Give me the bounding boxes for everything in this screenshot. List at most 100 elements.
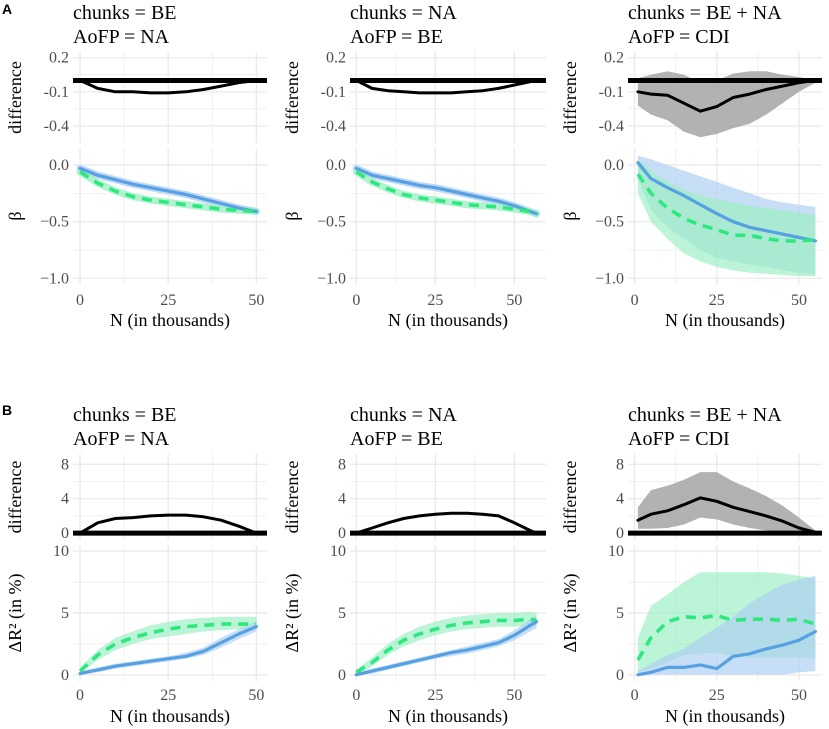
panel-label-a: A bbox=[2, 1, 12, 17]
difference-y-tick-label: -0.1 bbox=[44, 84, 69, 101]
delta_r2-y-tick-label: 10 bbox=[53, 543, 69, 560]
beta-y-tick-label: −0.5 bbox=[40, 214, 69, 231]
strip-title-chunks: chunks = BE + NA bbox=[628, 404, 782, 426]
difference-y-tick-label: -0.4 bbox=[599, 118, 624, 135]
strip-title-aofp: AoFP = NA bbox=[73, 26, 170, 48]
beta-y-tick-label: 0.0 bbox=[604, 157, 624, 174]
difference-y-tick-label: 8 bbox=[338, 456, 346, 473]
delta_r2-y-tick-label: 5 bbox=[61, 605, 69, 622]
plot-background bbox=[350, 148, 546, 284]
delta_r2-y-tick-label: 0 bbox=[61, 667, 69, 684]
x-axis-title: N (in thousands) bbox=[665, 706, 785, 727]
x-tick-label: 25 bbox=[160, 687, 176, 704]
strip-title-aofp: AoFP = CDI bbox=[628, 428, 730, 450]
x-tick-label: 25 bbox=[427, 292, 443, 309]
difference-y-tick-label: 0 bbox=[61, 525, 69, 542]
difference-y-tick-label: -0.1 bbox=[321, 84, 346, 101]
difference-line bbox=[78, 513, 258, 535]
green-dashed-line bbox=[636, 613, 816, 661]
blue-solid-line bbox=[354, 620, 539, 677]
green-ribbon bbox=[356, 611, 537, 675]
delta_r2-y-axis-title: ΔR² (in %) bbox=[282, 574, 303, 653]
difference-y-axis-title: difference bbox=[560, 61, 580, 134]
difference-y-tick-label: 4 bbox=[61, 491, 69, 508]
x-tick-label: 50 bbox=[248, 687, 264, 704]
green-dashed-line bbox=[79, 170, 257, 214]
difference-line bbox=[78, 78, 258, 95]
difference-y-axis-title: difference bbox=[5, 461, 25, 534]
difference-y-tick-label: 4 bbox=[616, 491, 624, 508]
difference-line bbox=[354, 78, 538, 95]
x-axis-title: N (in thousands) bbox=[110, 310, 230, 331]
strip-title-aofp: AoFP = CDI bbox=[628, 26, 730, 48]
x-tick-label: 50 bbox=[506, 292, 522, 309]
difference-line bbox=[636, 78, 817, 113]
delta_r2-y-tick-label: 0 bbox=[338, 667, 346, 684]
x-tick-label: 0 bbox=[352, 687, 360, 704]
delta_r2-y-axis-title: ΔR² (in %) bbox=[5, 574, 26, 653]
green-dashed-line bbox=[355, 617, 537, 674]
x-axis-title: N (in thousands) bbox=[665, 310, 785, 331]
delta_r2-y-axis-title: ΔR² (in %) bbox=[560, 574, 581, 653]
x-tick-label: 0 bbox=[76, 292, 84, 309]
strip-title-aofp: AoFP = BE bbox=[350, 26, 443, 48]
green-dashed-line bbox=[636, 173, 816, 243]
x-axis-title: N (in thousands) bbox=[388, 310, 508, 331]
difference-y-axis-title: difference bbox=[560, 461, 580, 534]
beta-y-tick-label: −0.5 bbox=[595, 214, 624, 231]
x-tick-label: 25 bbox=[709, 292, 725, 309]
strip-title-chunks: chunks = BE bbox=[73, 2, 177, 24]
difference-y-tick-label: 8 bbox=[616, 456, 624, 473]
difference-y-tick-label: -0.4 bbox=[44, 118, 69, 135]
delta_r2-y-tick-label: 10 bbox=[608, 543, 624, 560]
difference-y-axis-title: difference bbox=[282, 461, 302, 534]
plot-background bbox=[73, 148, 267, 284]
panel-label-b: B bbox=[2, 402, 12, 418]
x-tick-label: 0 bbox=[76, 687, 84, 704]
delta_r2-y-tick-label: 10 bbox=[330, 543, 346, 560]
x-tick-label: 25 bbox=[709, 687, 725, 704]
difference-y-axis-title: difference bbox=[5, 61, 25, 134]
x-tick-label: 50 bbox=[791, 687, 807, 704]
x-tick-label: 0 bbox=[631, 292, 639, 309]
x-tick-label: 0 bbox=[631, 687, 639, 704]
difference-y-tick-label: 0.2 bbox=[326, 50, 346, 67]
beta-y-tick-label: −1.0 bbox=[40, 270, 69, 287]
blue-solid-line bbox=[78, 166, 258, 214]
beta-y-tick-label: 0.0 bbox=[49, 157, 69, 174]
x-tick-label: 25 bbox=[160, 292, 176, 309]
blue-solid-line bbox=[354, 166, 539, 216]
beta-y-tick-label: 0.0 bbox=[326, 157, 346, 174]
beta-y-tick-label: −1.0 bbox=[595, 270, 624, 287]
blue-solid-line bbox=[636, 161, 817, 243]
strip-title-chunks: chunks = NA bbox=[350, 2, 457, 24]
difference-y-tick-label: 0 bbox=[616, 525, 624, 542]
difference-y-tick-label: 4 bbox=[338, 491, 346, 508]
x-tick-label: 50 bbox=[791, 292, 807, 309]
plot-background bbox=[73, 52, 267, 143]
delta_r2-y-tick-label: 0 bbox=[616, 667, 624, 684]
strip-title-chunks: chunks = BE + NA bbox=[628, 2, 782, 24]
strip-title-aofp: AoFP = NA bbox=[73, 428, 170, 450]
x-tick-label: 0 bbox=[352, 292, 360, 309]
x-axis-title: N (in thousands) bbox=[110, 706, 230, 727]
beta-y-axis-title: β bbox=[5, 211, 25, 220]
strip-title-chunks: chunks = NA bbox=[350, 404, 457, 426]
x-tick-label: 50 bbox=[506, 687, 522, 704]
green-dashed-line bbox=[355, 170, 538, 216]
delta_r2-y-tick-label: 5 bbox=[616, 605, 624, 622]
blue-ribbon bbox=[637, 575, 816, 675]
beta-y-tick-label: −1.0 bbox=[317, 270, 346, 287]
beta-y-axis-title: β bbox=[282, 211, 302, 220]
difference-y-tick-label: -0.1 bbox=[599, 84, 624, 101]
plot-background bbox=[350, 52, 546, 143]
difference-line bbox=[636, 496, 817, 534]
blue-solid-line bbox=[78, 625, 258, 676]
